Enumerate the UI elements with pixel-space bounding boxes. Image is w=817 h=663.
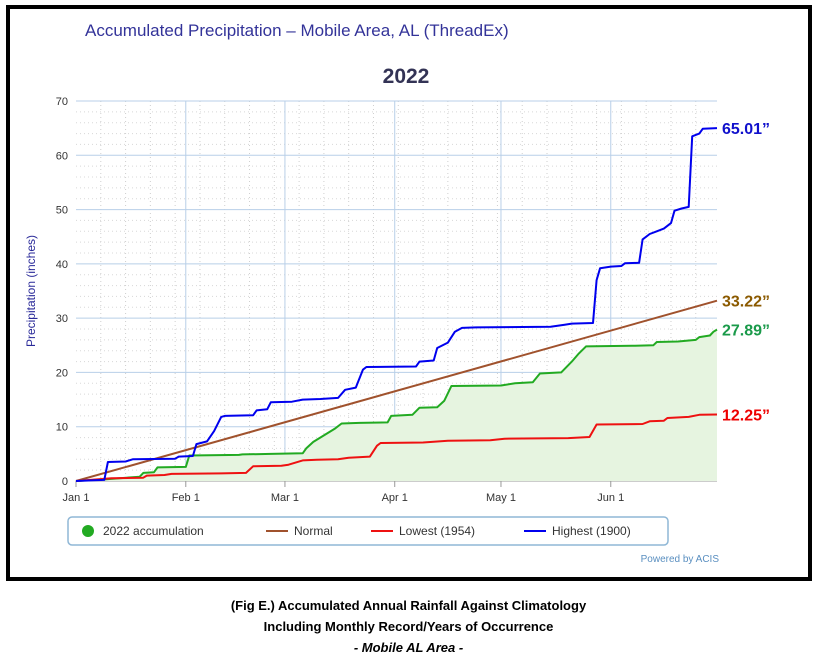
caption-line-3: - Mobile AL Area - [353, 640, 464, 655]
y-tick-label: 70 [56, 96, 68, 108]
series-area-2022 [76, 329, 717, 481]
chart-subtitle: 2022 [383, 65, 430, 88]
y-tick-label: 20 [56, 367, 68, 379]
caption-line-2: Including Monthly Record/Years of Occurr… [263, 619, 554, 634]
chart-title: Accumulated Precipitation – Mobile Area,… [85, 21, 509, 40]
end-value-label: 65.01” [722, 121, 770, 138]
end-value-label: 33.22” [722, 294, 770, 311]
series-line-3 [75, 127, 718, 482]
y-tick-label: 50 [56, 205, 68, 217]
series-line-0 [75, 328, 718, 482]
legend-label: 2022 accumulation [103, 524, 204, 538]
legend-marker-dot [82, 525, 94, 537]
y-axis-label: Precipitation (inches) [24, 235, 38, 347]
y-tick-label: 10 [56, 422, 68, 434]
precipitation-chart: Accumulated Precipitation – Mobile Area,… [24, 21, 770, 565]
y-tick-label: 40 [56, 259, 68, 271]
acis-credit: Powered by ACIS [641, 554, 720, 565]
x-tick-label: Feb 1 [172, 492, 200, 504]
series-line-1 [75, 299, 718, 482]
chart-frame: Accumulated Precipitation – Mobile Area,… [6, 5, 812, 581]
legend-label: Lowest (1954) [399, 524, 475, 538]
y-tick-label: 30 [56, 313, 68, 325]
x-tick-label: May 1 [486, 492, 516, 504]
end-value-label: 27.89” [722, 323, 770, 340]
legend-label: Normal [294, 524, 333, 538]
y-tick-label: 60 [56, 150, 68, 162]
y-tick-label: 0 [62, 476, 68, 488]
legend-box [67, 516, 669, 546]
end-value-label: 12.25” [722, 408, 770, 425]
x-tick-label: Jan 1 [63, 492, 90, 504]
x-tick-label: Mar 1 [271, 492, 299, 504]
x-tick-label: Jun 1 [597, 492, 624, 504]
series-line-2 [75, 413, 718, 482]
x-tick-label: Apr 1 [382, 492, 408, 504]
caption-line-1: (Fig E.) Accumulated Annual Rainfall Aga… [230, 598, 587, 613]
legend-label: Highest (1900) [552, 524, 631, 538]
